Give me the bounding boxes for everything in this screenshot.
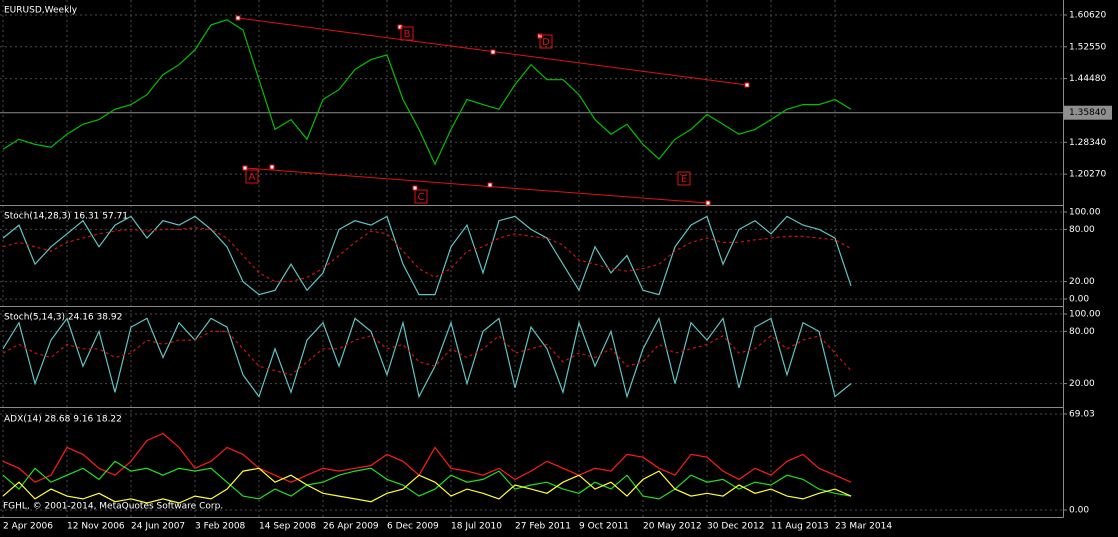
x-tick-label: 23 Mar 2014: [835, 522, 892, 532]
trend-point: [269, 164, 275, 170]
layout: [0, 0, 1064, 518]
wave-label-text: D: [542, 37, 550, 48]
wave-label: C: [414, 189, 428, 204]
x-tick-label: 24 Jun 2007: [131, 522, 185, 532]
x-tick-label: 30 Dec 2012: [707, 522, 765, 532]
y-tick-label: 20.00: [1069, 277, 1095, 287]
x-tick-label: 2 Apr 2006: [3, 522, 53, 532]
y-tick-label: 1.20270: [1069, 170, 1106, 180]
x-tick-label: 14 Sep 2008: [259, 522, 316, 532]
series-line: [2, 432, 852, 483]
panel-title: Stoch(14,28,3) 16.31 57.71: [4, 212, 128, 222]
series-line: [2, 19, 852, 166]
wave-label: B: [400, 26, 414, 41]
y-tick-label: 1.28340: [1069, 138, 1106, 148]
trendline: [244, 167, 709, 204]
price-label-box: [1064, 105, 1112, 120]
series-line: [2, 460, 852, 500]
series-line: [2, 316, 852, 399]
wave-label: D: [539, 34, 553, 49]
x-tick-label: 12 Nov 2006: [67, 522, 125, 532]
panel-title: EURUSD,Weekly: [4, 6, 78, 16]
y-tick-label: 80.00: [1069, 225, 1095, 235]
y-tick-label: 100.00: [1069, 208, 1101, 218]
trend-point: [705, 200, 711, 206]
y-tick-label: 20.00: [1069, 379, 1095, 389]
wave-label-text: B: [404, 29, 411, 40]
series-line: [2, 227, 852, 283]
wave-label-text: C: [418, 192, 425, 203]
y-tick-label: 0.00: [1069, 295, 1089, 305]
series-line: [2, 330, 852, 376]
series-layer: [2, 19, 852, 504]
x-tick-label: 6 Dec 2009: [387, 522, 439, 532]
panel-title: Stoch(5,14,3) 24.16 38.92: [4, 313, 122, 323]
wave-label-text: A: [249, 172, 256, 183]
series-line: [2, 467, 852, 504]
trend-point: [744, 82, 750, 88]
x-tick-label: 20 May 2012: [643, 522, 702, 532]
x-tick-label: 18 Jul 2010: [451, 522, 502, 532]
wave-label: E: [677, 171, 691, 186]
wave-label: A: [245, 169, 259, 184]
x-tick-label: 9 Oct 2011: [579, 522, 629, 532]
trend-point: [235, 15, 241, 21]
x-tick-label: 3 Feb 2008: [195, 522, 246, 532]
grid-layer: [0, 0, 1063, 517]
x-tick-label: 27 Feb 2011: [515, 522, 571, 532]
x-tick-label: 26 Apr 2009: [323, 522, 379, 532]
panel-title: ADX(14) 28.68 9.16 18.22: [4, 415, 122, 425]
trend-point: [242, 165, 248, 171]
y-tick-label: 69.03: [1069, 410, 1095, 420]
series-line: [2, 215, 852, 296]
trend-point: [490, 49, 496, 55]
price-label: 1.35840: [1069, 108, 1106, 118]
trendlines: A B C D E: [235, 15, 750, 206]
y-tick-label: 100.00: [1069, 310, 1101, 320]
copyright: FGHL, © 2001-2014, MetaQuotes Software C…: [3, 502, 223, 512]
trend-point: [412, 185, 418, 191]
y-tick-label: 1.60620: [1069, 10, 1106, 20]
y-tick-label: 0.00: [1069, 506, 1089, 516]
x-tick-label: 11 Aug 2013: [771, 522, 829, 532]
y-tick-label: 1.52550: [1069, 42, 1106, 52]
wave-label-text: E: [681, 174, 687, 185]
y-tick-label: 1.44480: [1069, 74, 1106, 84]
trend-point: [487, 182, 493, 188]
y-tick-label: 80.00: [1069, 327, 1095, 337]
